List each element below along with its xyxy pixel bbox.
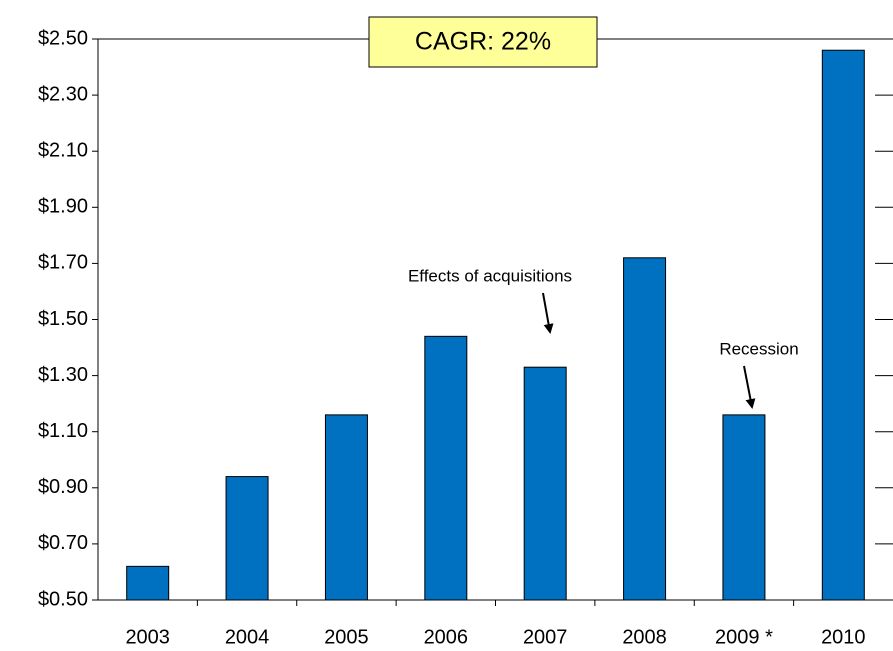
annotation-arrow [542,292,554,334]
x-tick-label: 2010 [821,626,866,648]
x-tick-label: 2003 [125,626,170,648]
marks: $0.50 $0.70 $0.90 $1.10 $1.30 $1.50 $1.70 $1.90… [38,27,893,648]
x-tick-label: 2008 [622,626,667,648]
bar [623,257,667,601]
y-tick-label: $0.90 [38,476,88,498]
x-tick-label: 2007 [523,626,568,648]
y-tick-label: $2.50 [38,27,88,49]
y-tick-label: $1.90 [38,196,88,218]
y-tick-label: $1.10 [38,420,88,442]
annotation: Effects of acquisitions [408,266,572,285]
bar [722,414,766,601]
y-tick-label: $2.10 [38,139,88,161]
bar [424,335,468,601]
y-tick-label: $1.50 [38,308,88,330]
y-tick-label: $0.50 [38,588,88,610]
x-tick-label: 2006 [424,626,469,648]
y-tick-label: $1.70 [38,252,88,274]
x-tick-label: 2009 * [715,626,773,648]
bar [126,565,170,601]
bar [523,366,567,601]
annotation-arrow [743,365,756,409]
bar [821,49,865,601]
x-tick-label: 2004 [225,626,270,648]
y-tick-label: $2.30 [38,83,88,105]
annotation: Recession [719,339,798,358]
bar [225,476,269,601]
y-tick-label: $1.30 [38,364,88,386]
x-tick-label: 2005 [324,626,369,648]
cagr-label: CAGR: 22% [415,28,551,56]
cagr-box [368,16,598,68]
bar [324,414,368,601]
y-tick-label: $0.70 [38,532,88,554]
